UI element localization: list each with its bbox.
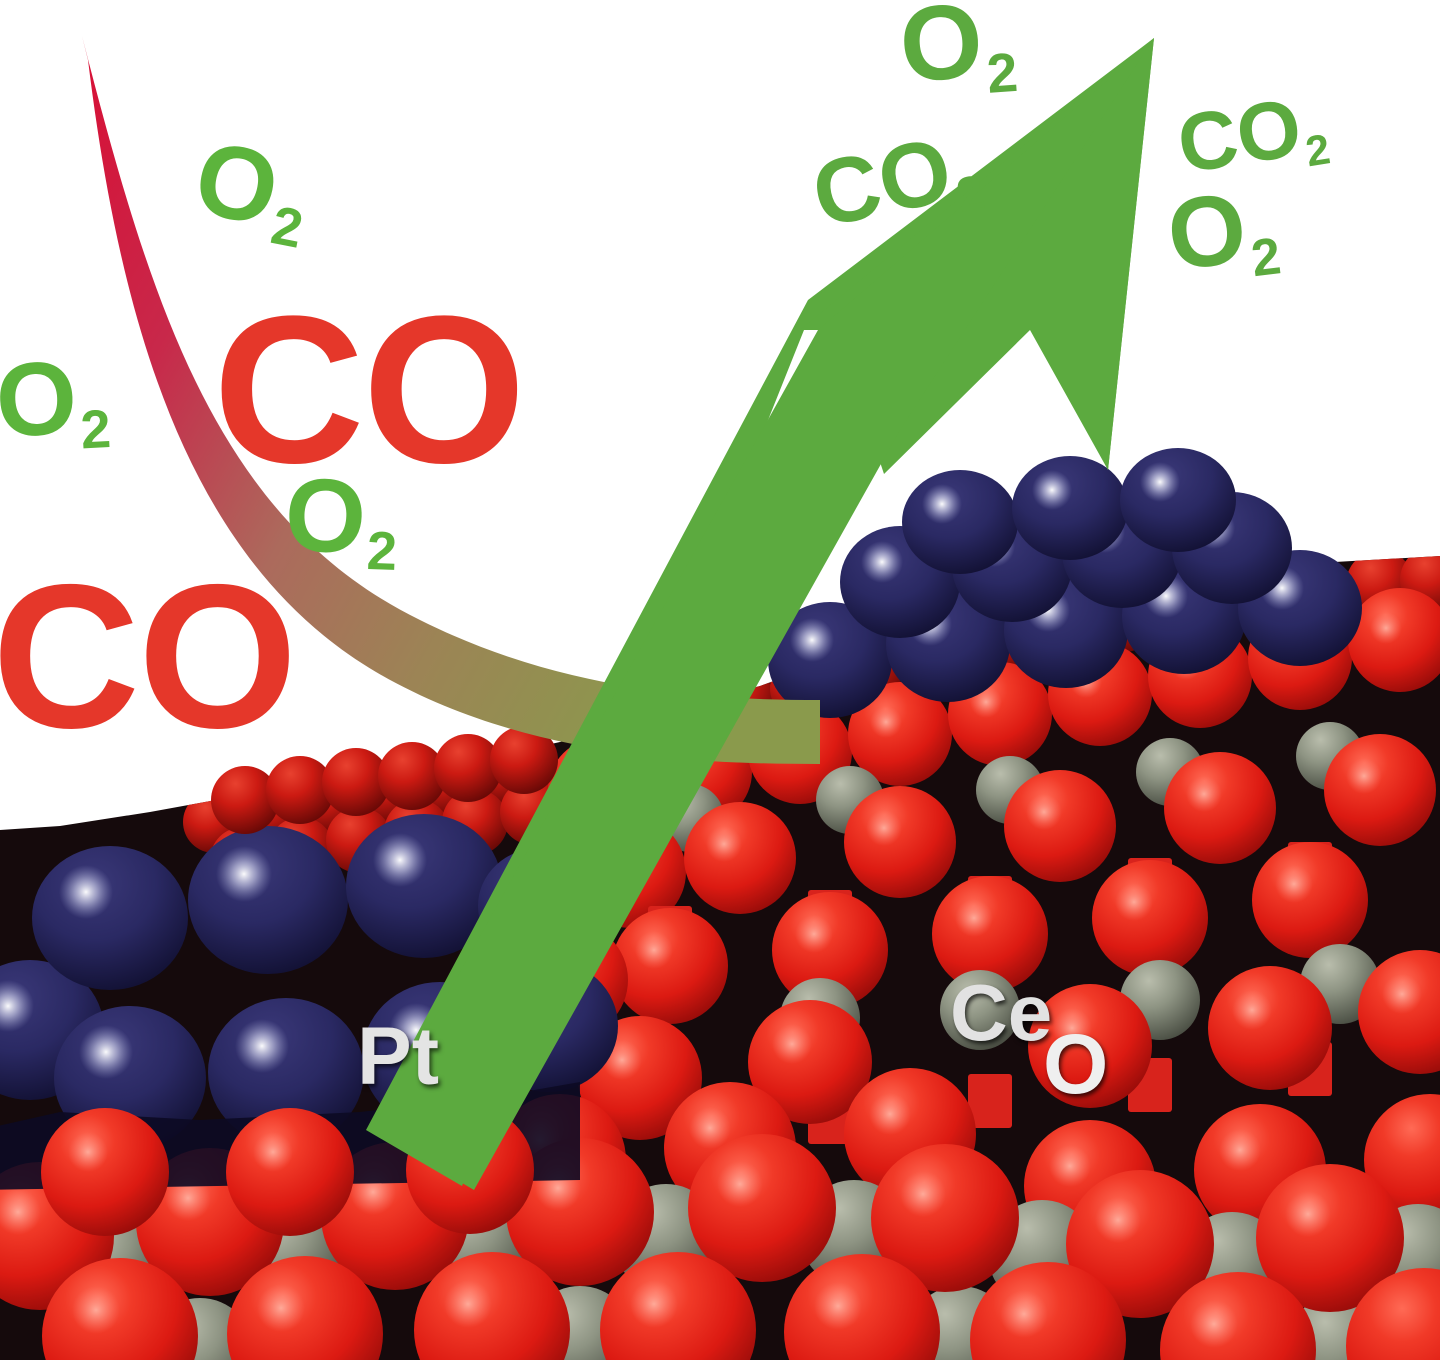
- lattice-row-4: [578, 950, 1440, 1140]
- label-platinum: Pt: [357, 1011, 439, 1102]
- product-outflow-arrow-shaft: [372, 44, 1150, 1190]
- label-co-inflow-2: CO: [0, 542, 297, 771]
- label-co2-outflow-2: CO2: [1171, 81, 1334, 191]
- label-o2-outflow-1: O2: [895, 0, 1021, 105]
- label-o2-inflow-1: O2: [186, 119, 309, 261]
- label-cerium: Ce: [950, 968, 1053, 1057]
- label-co-inflow-1: CO: [213, 272, 526, 507]
- label-o2-outflow-2: O2: [1161, 171, 1285, 293]
- label-o2-inflow-2: O2: [0, 339, 113, 461]
- platinum-cluster-right: [768, 448, 1362, 718]
- cerium-atom-labelled: [940, 970, 1020, 1050]
- label-o2-inflow-3: O2: [283, 457, 399, 583]
- lattice-row-2: [574, 734, 1436, 928]
- label-oxygen: O: [1043, 1017, 1109, 1111]
